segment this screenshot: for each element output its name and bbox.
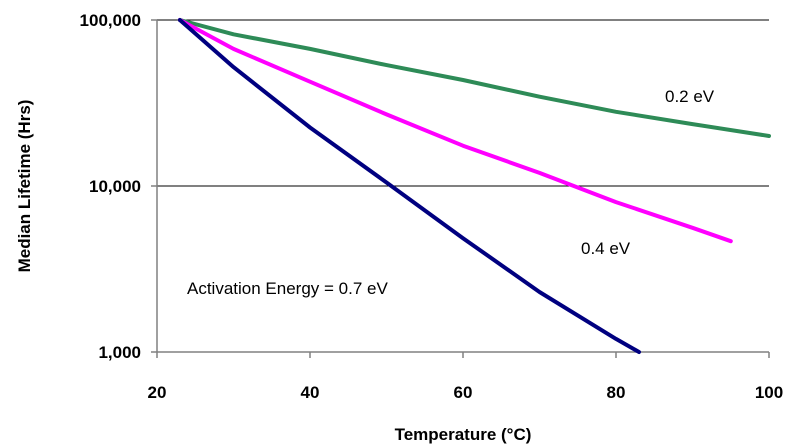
x-tick-label: 40: [301, 383, 320, 402]
gridlines: [157, 19, 769, 187]
ticks: 1,000 10,000 100,000 20 40 60 80 100: [80, 11, 784, 402]
y-axis-title: Median Lifetime (Hrs): [15, 100, 34, 273]
series-line-1: [177, 18, 733, 244]
x-axis-title: Temperature (°C): [395, 425, 532, 444]
series-line-0: [177, 18, 771, 138]
x-tick-label: 60: [454, 383, 473, 402]
series-label-0-2ev: 0.2 eV: [665, 87, 715, 106]
y-tick-label: 10,000: [89, 177, 141, 196]
y-tick-label: 1,000: [98, 343, 141, 362]
x-tick-label: 80: [607, 383, 626, 402]
series-lines: [177, 18, 771, 354]
x-tick-label: 100: [755, 383, 783, 402]
series-label-0-4ev: 0.4 eV: [581, 239, 631, 258]
y-tick-label: 100,000: [80, 11, 141, 30]
labels: Temperature (°C) Median Lifetime (Hrs) 0…: [15, 87, 715, 444]
series-label-0-7ev: Activation Energy = 0.7 eV: [187, 279, 388, 298]
series-line-2: [177, 18, 641, 354]
x-tick-label: 20: [148, 383, 167, 402]
